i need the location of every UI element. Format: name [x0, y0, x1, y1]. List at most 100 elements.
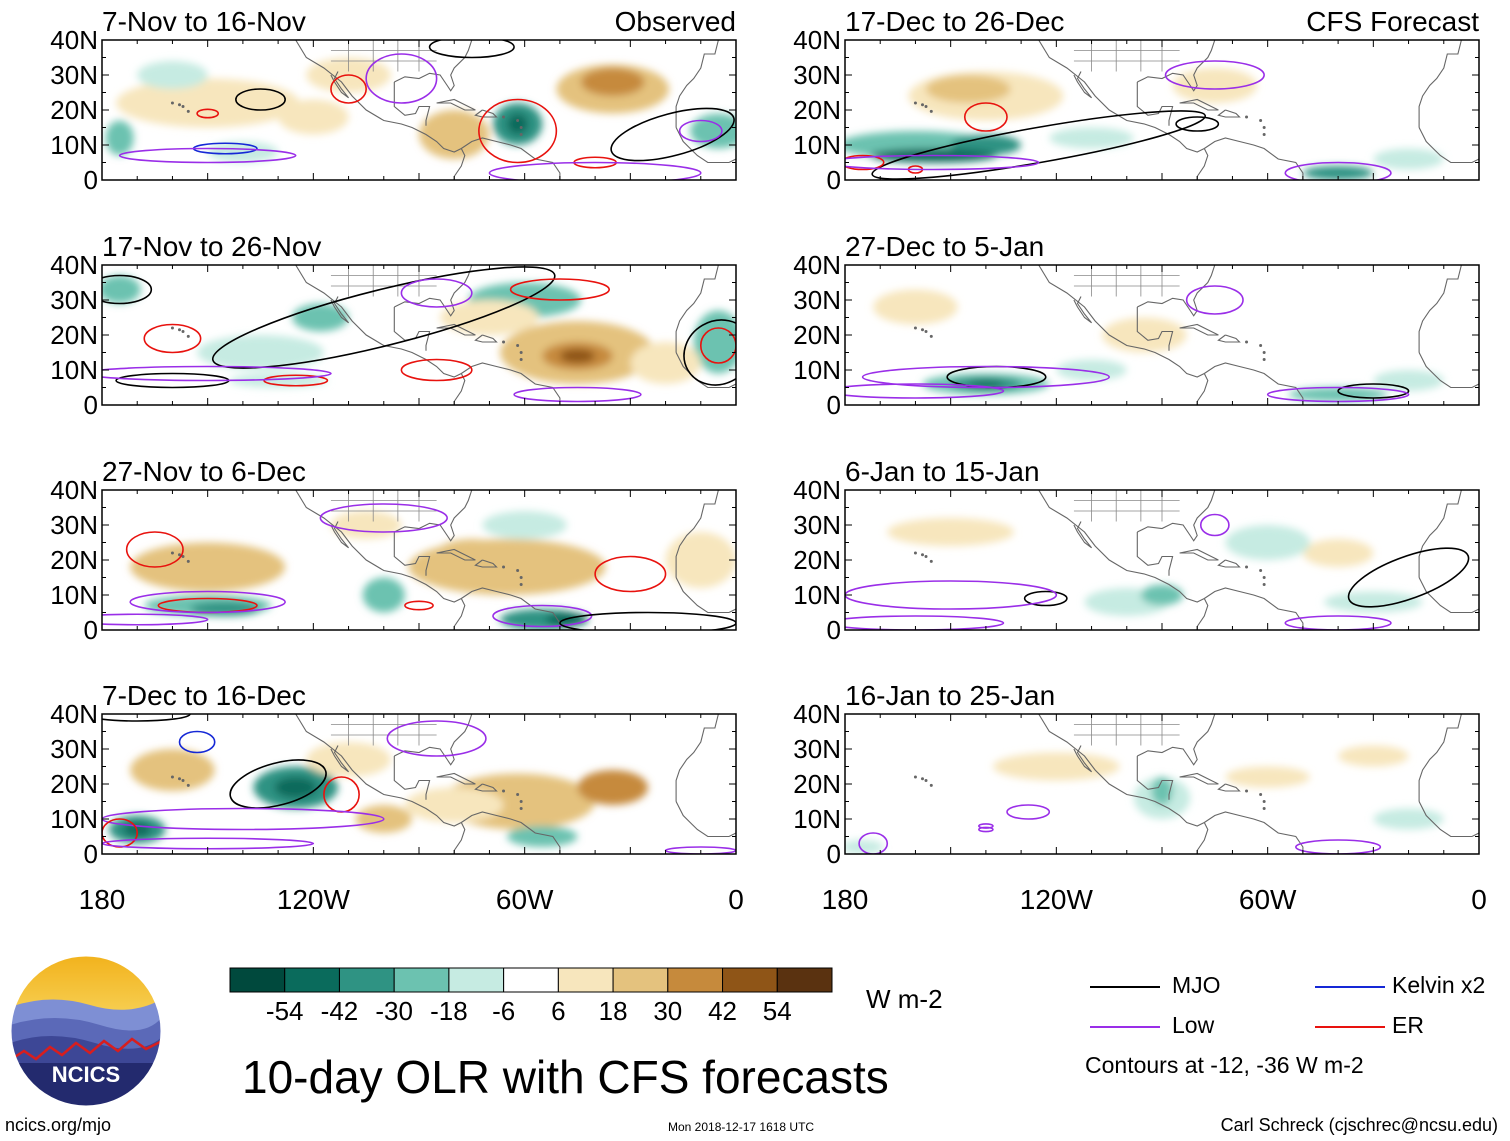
mjo-contour: [683, 319, 736, 386]
olr-shading: [845, 68, 1444, 180]
low-contour: [1164, 60, 1265, 90]
olr-anomaly-patch: [1225, 766, 1310, 788]
colorbar-label: 42: [708, 996, 737, 1026]
olr-anomaly-patch: [1102, 317, 1187, 353]
low-contour: [400, 278, 473, 308]
olr-shading: [887, 518, 1423, 616]
axis-ticks: [844, 713, 1480, 855]
er-contour: [404, 600, 434, 611]
olr-anomaly-patch: [1151, 777, 1173, 805]
axis-ticks: [101, 489, 737, 631]
low-contour: [488, 161, 702, 180]
coastlines: [170, 490, 736, 630]
olr-anomaly-patch: [274, 777, 317, 798]
olr-anomaly-patch: [845, 840, 884, 854]
low-contour: [1284, 615, 1392, 630]
panel-2: 40N 30N 20N 10N 0 17-Nov to 26-Nov: [50, 231, 737, 420]
y-tick-label: 0: [827, 615, 841, 645]
island: [170, 101, 174, 105]
y-tick-label: 40N: [793, 250, 841, 280]
colorbar-swatch: [667, 967, 724, 993]
low-contour: [845, 154, 1040, 171]
column-label: CFS Forecast: [1306, 6, 1479, 37]
olr-anomaly-patch: [887, 518, 1015, 546]
panel-title: 27-Dec to 5-Jan: [845, 231, 1044, 262]
y-tick-label: 20N: [50, 95, 98, 125]
wave-contours: [845, 513, 1470, 630]
island: [516, 119, 520, 122]
olr-anomaly-patch: [690, 113, 736, 149]
coastline: [394, 265, 473, 317]
ncics-logo: NCICS: [10, 955, 162, 1107]
olr-anomaly-patch: [1140, 584, 1184, 606]
coastline: [675, 577, 736, 614]
x-tick-label: 180: [822, 884, 869, 915]
y-tick-label: 30N: [50, 510, 98, 540]
y-tick-label: 40N: [793, 699, 841, 729]
island: [519, 800, 523, 803]
island: [516, 344, 520, 347]
colorbar-label: -42: [320, 996, 359, 1026]
coastline: [675, 127, 736, 164]
footer-url[interactable]: ncics.org/mjo: [5, 1115, 112, 1135]
colorbar-label: 30: [653, 996, 683, 1026]
olr-anomaly-patch: [116, 78, 300, 128]
coastline: [1137, 490, 1216, 542]
coastline: [1179, 98, 1219, 111]
axis-ticks: [101, 264, 737, 406]
y-tick-label: 20N: [793, 95, 841, 125]
x-tick-label: 120W: [277, 884, 351, 915]
colorbar-label: 18: [598, 996, 628, 1026]
low-contour: [319, 503, 448, 533]
coastline: [1179, 548, 1219, 561]
low-contour: [845, 580, 1058, 610]
island: [177, 103, 181, 107]
y-tick-label: 10N: [50, 804, 98, 834]
coastline: [675, 40, 719, 128]
contour-note: Contours at -12, -36 W m-2: [1085, 1052, 1364, 1078]
olr-anomaly-patch: [130, 749, 215, 791]
y-tick-label: 10N: [50, 130, 98, 160]
logo-text: NCICS: [52, 1062, 120, 1087]
island: [924, 779, 928, 782]
colorbar-label: 54: [762, 996, 792, 1026]
footer-author[interactable]: Carl Schreck (cjschrec@ncsu.edu): [1220, 1115, 1498, 1135]
y-tick-label: 10N: [793, 130, 841, 160]
island: [1262, 583, 1266, 586]
mjo-contour: [1347, 547, 1470, 608]
legend-label: MJO: [1172, 972, 1221, 998]
coastlines: [170, 714, 736, 854]
panel-7: 40N 30N 20N 10N 0 6-Jan to 15-Jan: [793, 456, 1480, 645]
island: [177, 777, 181, 781]
olr-anomaly-patch: [105, 120, 134, 156]
coastline: [330, 521, 350, 549]
coastline: [393, 532, 431, 576]
wave-contours: [118, 40, 735, 180]
column-label: Observed: [615, 6, 736, 37]
olr-anomaly-patch: [278, 99, 349, 135]
island: [170, 551, 174, 555]
wave-contours: [858, 804, 1382, 854]
coastline: [1418, 265, 1462, 353]
y-tick-label: 0: [827, 390, 841, 420]
colorbar-label: -6: [492, 996, 516, 1026]
coastline: [1137, 714, 1216, 766]
island: [170, 326, 174, 330]
low-contour: [1006, 804, 1051, 820]
island: [519, 126, 523, 129]
olr-anomaly-patch: [1225, 525, 1310, 560]
island: [181, 105, 185, 108]
island: [920, 777, 924, 781]
coastline: [1217, 783, 1241, 792]
panel-title: 7-Dec to 16-Dec: [102, 680, 306, 711]
olr-anomaly-patch: [873, 289, 958, 325]
low-contour: [1284, 161, 1392, 180]
low-contour: [978, 826, 994, 833]
coastline: [1038, 714, 1205, 827]
er-contour: [196, 108, 220, 119]
island: [177, 553, 181, 557]
x-tick-label: 60W: [496, 884, 554, 915]
island: [186, 334, 190, 338]
y-tick-label: 20N: [793, 769, 841, 799]
olr-anomaly-patch: [581, 68, 645, 96]
